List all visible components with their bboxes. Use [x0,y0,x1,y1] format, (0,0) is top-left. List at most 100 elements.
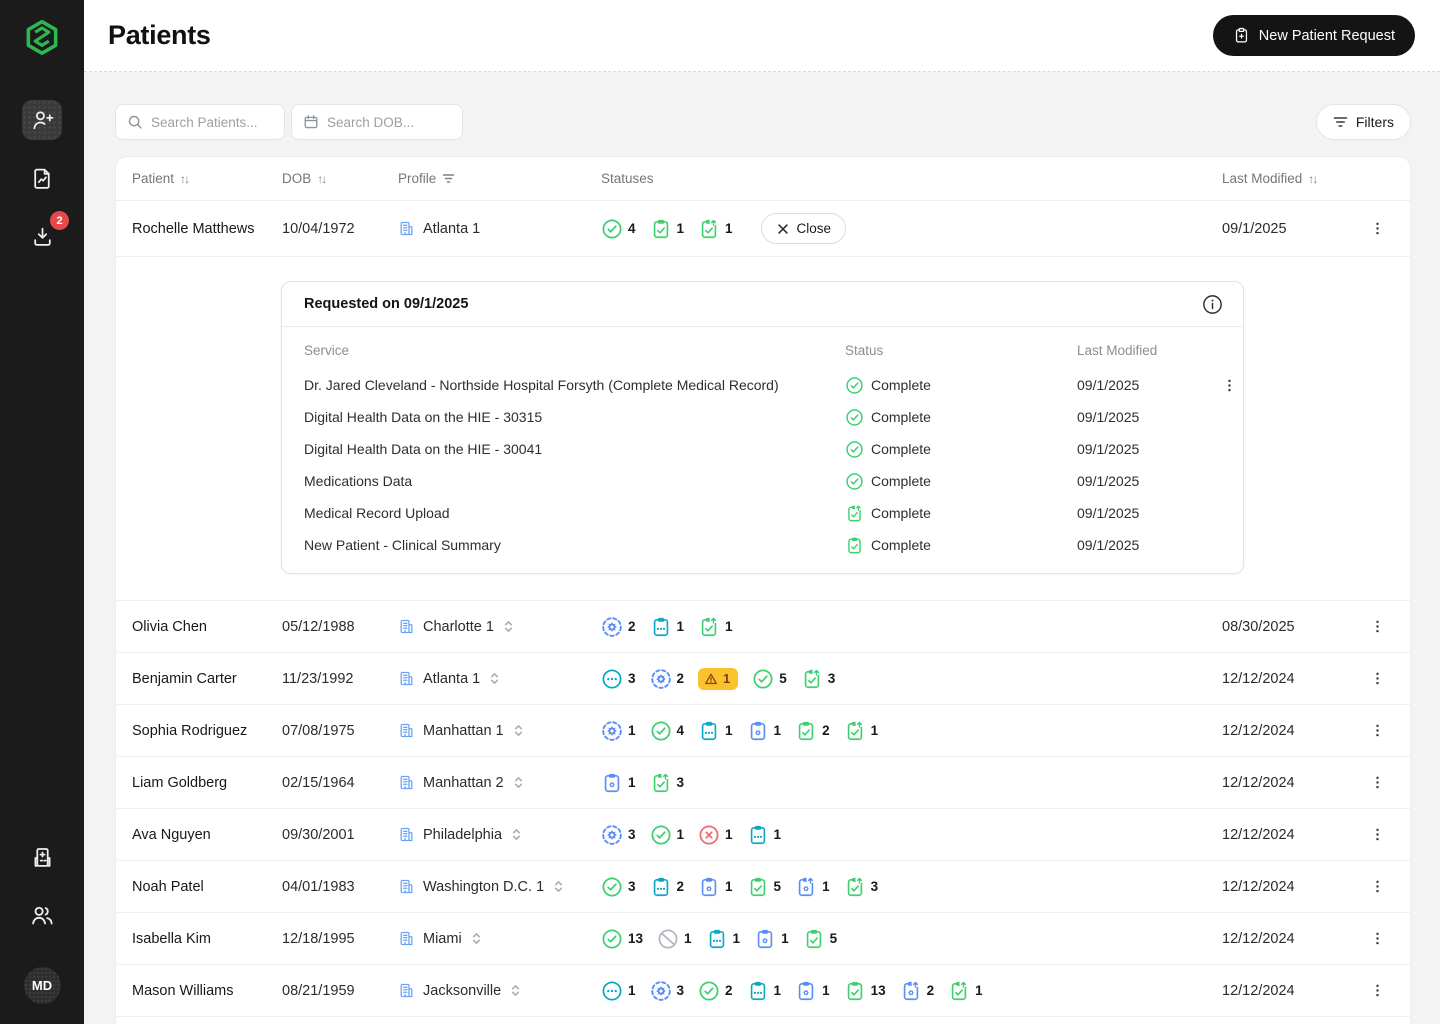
search-dob-input[interactable]: Search DOB... [291,104,463,140]
table-row[interactable]: Isabella Kim 12/18/1995 Miami 13 1 1 [116,913,1410,965]
table-row[interactable]: Liam Goldberg 02/15/1964 Manhattan 2 1 3… [116,757,1410,809]
status-badge: 2 [900,979,934,1002]
statuses-cell: 1 4 1 1 2 [601,719,1222,742]
row-menu-button[interactable] [1369,929,1386,948]
table-row[interactable]: Mason Williams 08/21/1959 Jacksonville 1… [116,965,1410,1017]
expanded-request-section: Requested on 09/1/2025 Service Status La… [116,257,1410,601]
user-avatar[interactable]: MD [23,967,61,1004]
profile-select[interactable]: Washington D.C. 1 [398,878,601,895]
profile-select[interactable]: Miami [398,930,601,947]
page-title: Patients [108,20,211,50]
service-status: Complete [845,503,1077,523]
check-circle-icon [601,876,623,898]
info-icon[interactable] [1201,293,1224,316]
status-badge: 5 [803,928,837,950]
patient-name: Sophia Rodriguez [132,722,248,739]
status-badge: 3 [801,667,835,690]
service-date: 09/1/2025 [1077,473,1140,489]
profile-select[interactable]: Atlanta 1 [398,220,601,237]
file-chart-icon [30,166,55,191]
service-menu-button[interactable] [1221,376,1238,395]
x-circle-icon [698,824,720,846]
close-expansion-button[interactable]: Close [760,213,847,244]
service-name: Medical Record Upload [304,505,450,521]
profile-select[interactable]: Manhattan 2 [398,774,601,791]
table-row[interactable] [116,1017,1410,1024]
status-badge: 1 [650,218,684,240]
hospital-icon [30,845,55,870]
row-menu-button[interactable] [1369,721,1386,740]
sidebar-item-downloads[interactable]: 2 [22,211,69,256]
table-row[interactable]: Sophia Rodriguez 07/08/1975 Manhattan 1 … [116,705,1410,757]
table-row[interactable]: Olivia Chen 05/12/1988 Charlotte 1 2 1 1 [116,601,1410,653]
table-row[interactable]: Rochelle Matthews 10/04/1972 Atlanta 1 4… [116,201,1410,257]
patient-name: Liam Goldberg [132,774,228,791]
table-row[interactable]: Noah Patel 04/01/1983 Washington D.C. 1 … [116,861,1410,913]
profile-select[interactable]: Manhattan 1 [398,722,601,739]
patient-name: Mason Williams [132,982,234,999]
service-date: 09/1/2025 [1077,505,1140,521]
profile-select[interactable]: Jacksonville [398,982,601,999]
row-menu-button[interactable] [1369,877,1386,896]
row-menu-button[interactable] [1369,825,1386,844]
sidebar-item-add-patient[interactable] [22,100,62,140]
row-menu-button[interactable] [1369,669,1386,688]
row-menu-button[interactable] [1369,219,1386,238]
check-circle-icon [650,720,672,742]
chevron-updown-icon [512,775,525,790]
table-header-row: Patient ↑↓ DOB ↑↓ Profile Statuses Last Mo… [116,157,1410,201]
brand-logo-icon [20,16,64,60]
gear-circle-icon [601,824,623,846]
column-last-modified[interactable]: Last Modified ↑↓ [1222,171,1318,186]
row-menu-button[interactable] [1369,773,1386,792]
building-icon [398,618,415,635]
status-badge: 3 [650,980,684,1002]
status-badge: 3 [601,824,636,846]
row-menu-button[interactable] [1369,981,1386,1000]
filters-button[interactable]: Filters [1315,104,1411,140]
profile-select[interactable]: Philadelphia [398,826,601,843]
statuses-cell: 4 1 1 Close [601,213,1222,244]
status-badge: 1 [657,928,692,950]
status-badge: 2 [795,720,830,742]
table-row[interactable]: Benjamin Carter 11/23/1992 Atlanta 1 3 2… [116,653,1410,705]
service-row: Digital Health Data on the HIE - 30041 C… [282,433,1243,465]
dots-circle-icon [601,980,623,1002]
check-circle-icon [650,824,672,846]
chevron-updown-icon [488,671,501,686]
service-name: Dr. Jared Cleveland - Northside Hospital… [304,377,779,393]
status-badge: 5 [752,668,787,690]
row-menu-button[interactable] [1369,617,1386,636]
warning-icon [703,671,719,687]
column-dob[interactable]: DOB ↑↓ [282,171,327,186]
service-date: 09/1/2025 [1077,441,1140,457]
column-service: Service [304,342,350,358]
profile-select[interactable]: Charlotte 1 [398,618,601,635]
building-icon [398,220,415,237]
service-row: Digital Health Data on the HIE - 30315 C… [282,401,1243,433]
statuses-cell: 2 1 1 [601,615,1222,638]
service-name: Digital Health Data on the HIE - 30041 [304,441,543,457]
status-badge: 1 [747,980,781,1002]
status-badge: 4 [650,720,684,742]
profile-select[interactable]: Atlanta 1 [398,670,601,687]
building-icon [398,826,415,843]
column-patient[interactable]: Patient ↑↓ [132,171,190,186]
sidebar-item-team[interactable] [22,895,62,935]
column-profile[interactable]: Profile [398,171,601,186]
service-row: Medications Data Complete 09/1/2025 [282,465,1243,497]
new-patient-request-button[interactable]: New Patient Request [1212,15,1415,56]
sidebar-item-reports[interactable] [22,158,62,198]
sidebar-item-facility[interactable] [22,837,62,877]
last-modified: 08/30/2025 [1222,618,1295,635]
clipboard-up-check-icon [845,503,864,523]
search-patients-input[interactable]: Search Patients... [115,104,285,140]
clipboard-up-check-icon [844,719,866,742]
filter-icon [1333,116,1348,128]
check-circle-icon [698,980,720,1002]
building-icon [398,982,415,999]
status-badge: 3 [601,876,636,898]
clipboard-plus-icon [1233,27,1250,44]
table-row[interactable]: Ava Nguyen 09/30/2001 Philadelphia 3 1 1 [116,809,1410,861]
patient-name: Noah Patel [132,878,204,895]
